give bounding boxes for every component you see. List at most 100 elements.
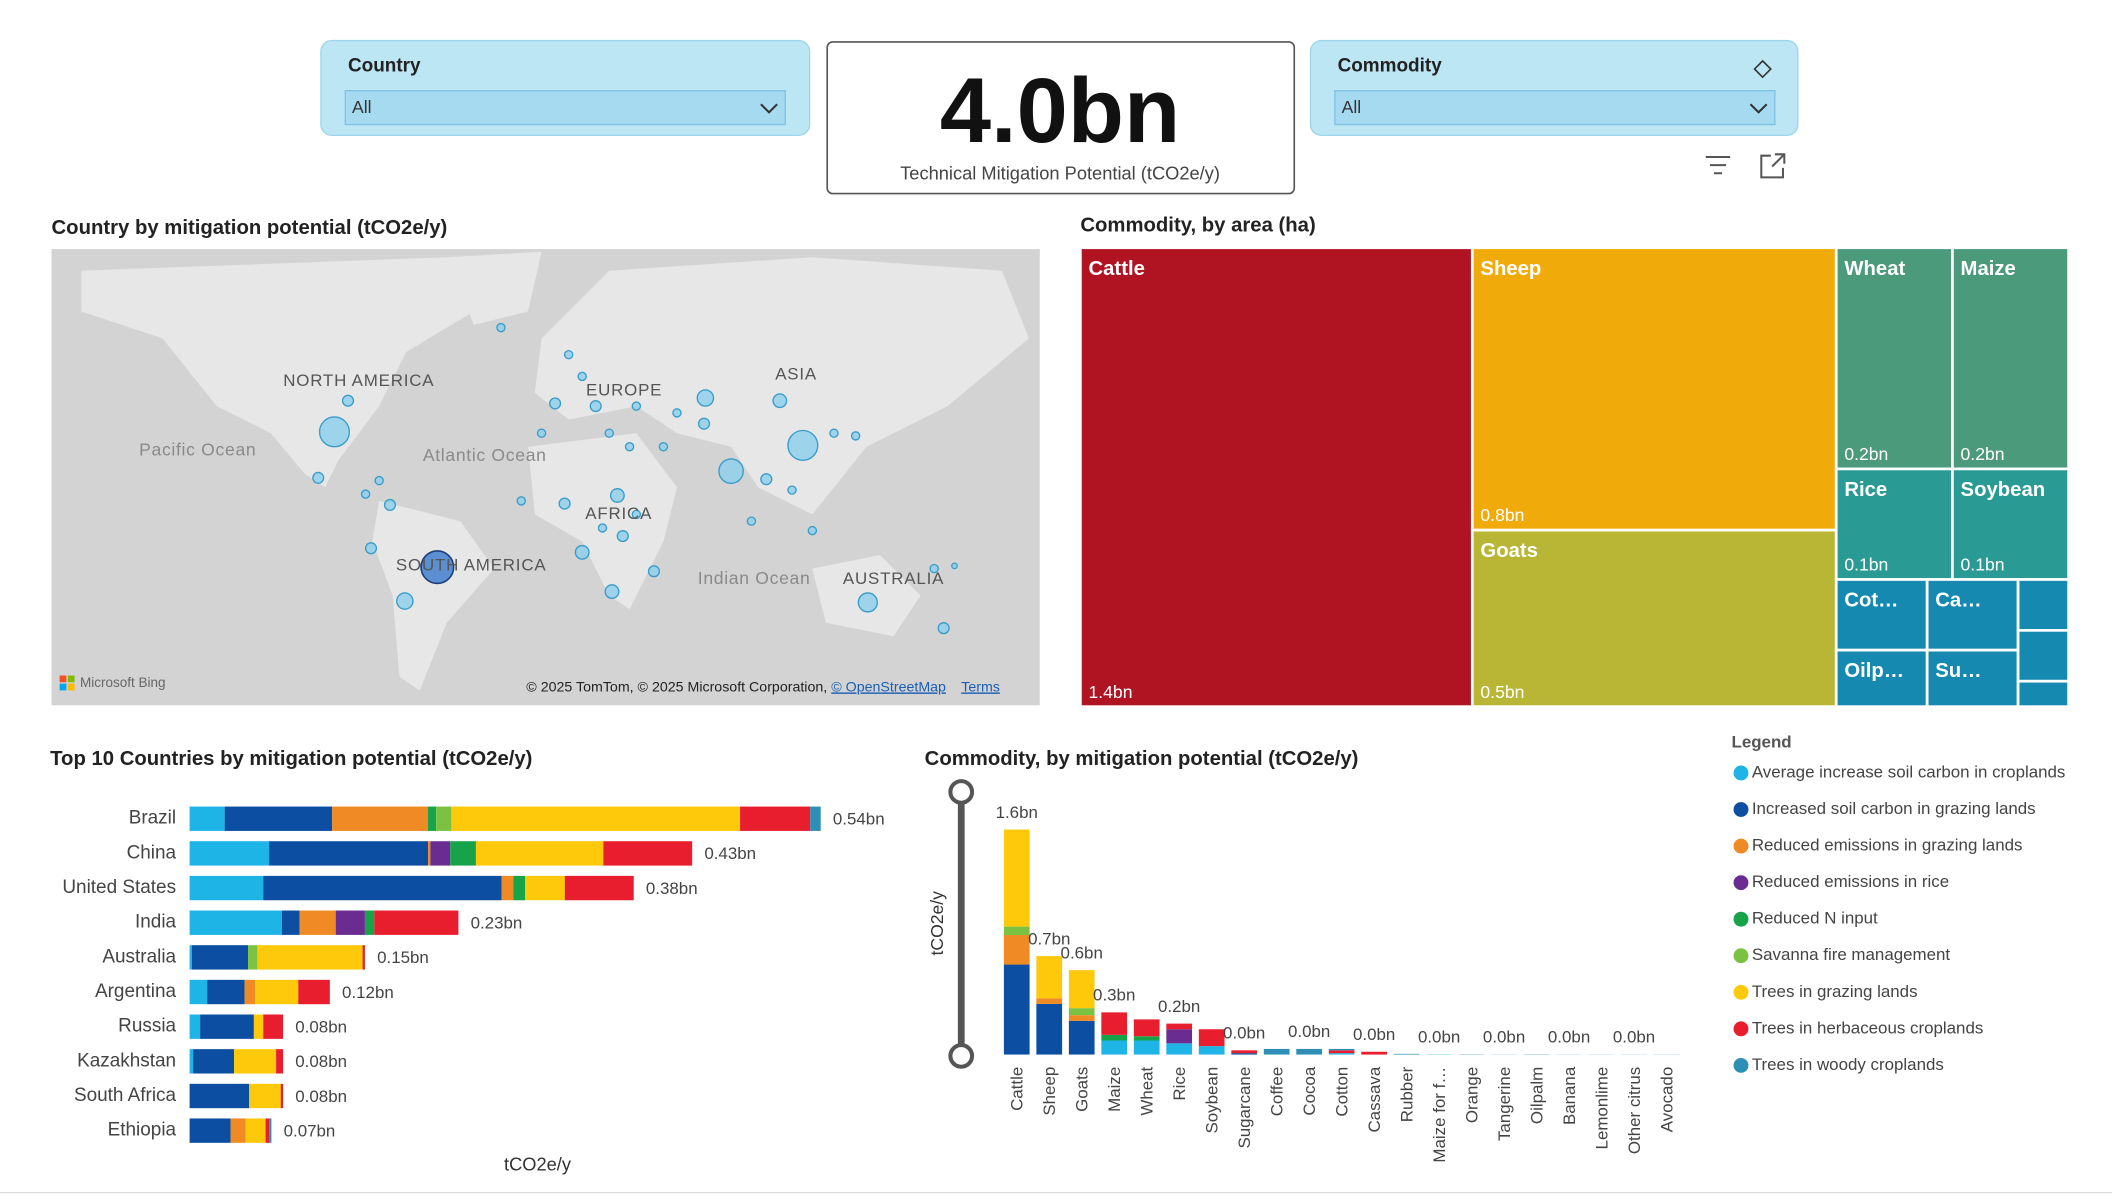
y-tick-label: Russia	[118, 1016, 176, 1037]
bar-segment	[1361, 1051, 1387, 1055]
logo	[59, 683, 67, 691]
map-bubble	[787, 485, 797, 495]
treemap-tile	[1079, 246, 1474, 709]
x-tick-label: Sheep	[1040, 1067, 1059, 1116]
bar-segment	[1003, 935, 1030, 965]
map[interactable]	[51, 249, 1040, 706]
slider-handle[interactable]	[948, 779, 975, 805]
total-label: 0.0bn	[1548, 1028, 1590, 1047]
legend-swatch	[1733, 1021, 1749, 1037]
map-bubbles	[312, 322, 958, 635]
map-bubble	[374, 475, 384, 486]
map-label: Atlantic Ocean	[423, 445, 547, 465]
map-label: AFRICA	[585, 504, 652, 523]
legend-entry: Reduced emissions in rice	[1752, 872, 1949, 891]
logo	[67, 675, 75, 683]
total-label: 0.08bn	[295, 1018, 347, 1037]
map-label: ASIA	[775, 364, 817, 383]
bar-segment	[276, 1049, 284, 1074]
chevron[interactable]	[760, 103, 778, 114]
bar-segment	[1198, 1046, 1225, 1055]
bar-segment	[189, 1083, 250, 1109]
map-bubble	[951, 562, 958, 570]
map-bubble	[697, 417, 711, 430]
bar-segment	[281, 910, 300, 935]
bar-segment	[299, 910, 336, 935]
legend-entry: Savanna fire management	[1752, 945, 1951, 964]
map-label: Pacific Ocean	[139, 439, 256, 459]
tile-label: Su…	[1935, 660, 1981, 682]
chevron[interactable]	[1749, 103, 1768, 114]
map-bubble	[318, 416, 351, 448]
map-bubble	[631, 509, 642, 520]
total-label: 0.0bn	[1613, 1028, 1655, 1047]
legend-swatch	[1733, 911, 1749, 927]
tile-label: Goats	[1480, 540, 1538, 562]
filter-icon[interactable]	[1705, 156, 1731, 175]
bar-segment	[1166, 1043, 1193, 1055]
bar-segment	[189, 945, 192, 970]
x-tick-label: Rubber	[1397, 1066, 1416, 1122]
bar-segment	[364, 910, 375, 935]
bar-segment	[1068, 1015, 1095, 1021]
map-bubble	[597, 523, 608, 533]
eraser-icon[interactable]	[1753, 59, 1772, 79]
country-dropdown[interactable]	[344, 90, 786, 126]
tile-label: Oilp…	[1844, 660, 1904, 682]
tile-label: Soybean	[1961, 479, 2046, 501]
bar-segment	[1003, 926, 1030, 936]
chart-title: Commodity, by area (ha)	[1080, 214, 1315, 236]
tile-label: Rice	[1844, 479, 1887, 501]
chart-title: Top 10 Countries by mitigation potential…	[50, 748, 532, 770]
bar-segment	[1036, 1003, 1063, 1055]
bar-segment	[263, 1014, 284, 1039]
map-bubble	[609, 488, 625, 503]
bar-segment	[362, 945, 365, 970]
tile-value: 1.4bn	[1088, 682, 1132, 702]
x-tick-label: Goats	[1073, 1067, 1092, 1112]
bar-segment	[189, 910, 282, 935]
x-tick-label: Cotton	[1332, 1067, 1351, 1117]
bar-segment	[428, 841, 431, 866]
bar-segment	[1133, 1019, 1160, 1037]
logo	[67, 683, 75, 691]
map-bubble	[420, 550, 455, 585]
bar-segment	[430, 841, 451, 866]
map-label: Indian Ocean	[698, 568, 811, 588]
osm-link[interactable]: © OpenStreetMap	[831, 679, 946, 695]
total-label: 0.6bn	[1061, 943, 1103, 962]
total-label: 0.38bn	[646, 879, 698, 898]
bar-segment	[265, 1118, 270, 1143]
x-tick-label: Oilpalm	[1527, 1067, 1546, 1124]
treemap-tile	[1834, 467, 1954, 581]
bar-segment	[810, 806, 821, 831]
bar-segment	[1133, 1040, 1160, 1055]
bar-segment	[1003, 829, 1030, 927]
legend-swatch	[1733, 984, 1749, 1000]
chart-title: Commodity, by mitigation potential (tCO2…	[925, 748, 1359, 770]
x-tick-label: Sugarcane	[1235, 1067, 1254, 1149]
y-tick-label: India	[135, 912, 177, 933]
bar-segment	[451, 806, 741, 831]
terms-link[interactable]: Terms	[961, 679, 1000, 695]
slider-handle[interactable]	[948, 1043, 975, 1069]
legend-swatch	[1733, 802, 1749, 817]
tile-label: Cattle	[1088, 258, 1144, 280]
treemap-tile	[1834, 648, 1929, 709]
bar-segment	[189, 1014, 201, 1039]
map-bubble	[383, 498, 397, 512]
commodity-dropdown[interactable]	[1334, 90, 1776, 126]
bar-segment	[1296, 1048, 1323, 1055]
y-tick-label: Argentina	[95, 981, 177, 1002]
legend-entry: Increased soil carbon in grazing lands	[1752, 799, 2036, 818]
bar-segment	[1003, 964, 1030, 1055]
bar-segment	[1231, 1053, 1258, 1055]
bar-segment	[513, 875, 526, 901]
focus-icon[interactable]	[1760, 153, 1786, 179]
bar-segment	[191, 945, 249, 970]
bar-segment	[253, 1014, 264, 1039]
slicer-title: Commodity	[1338, 55, 1443, 76]
bar-segment	[230, 1118, 246, 1143]
bar-segment	[263, 875, 502, 901]
